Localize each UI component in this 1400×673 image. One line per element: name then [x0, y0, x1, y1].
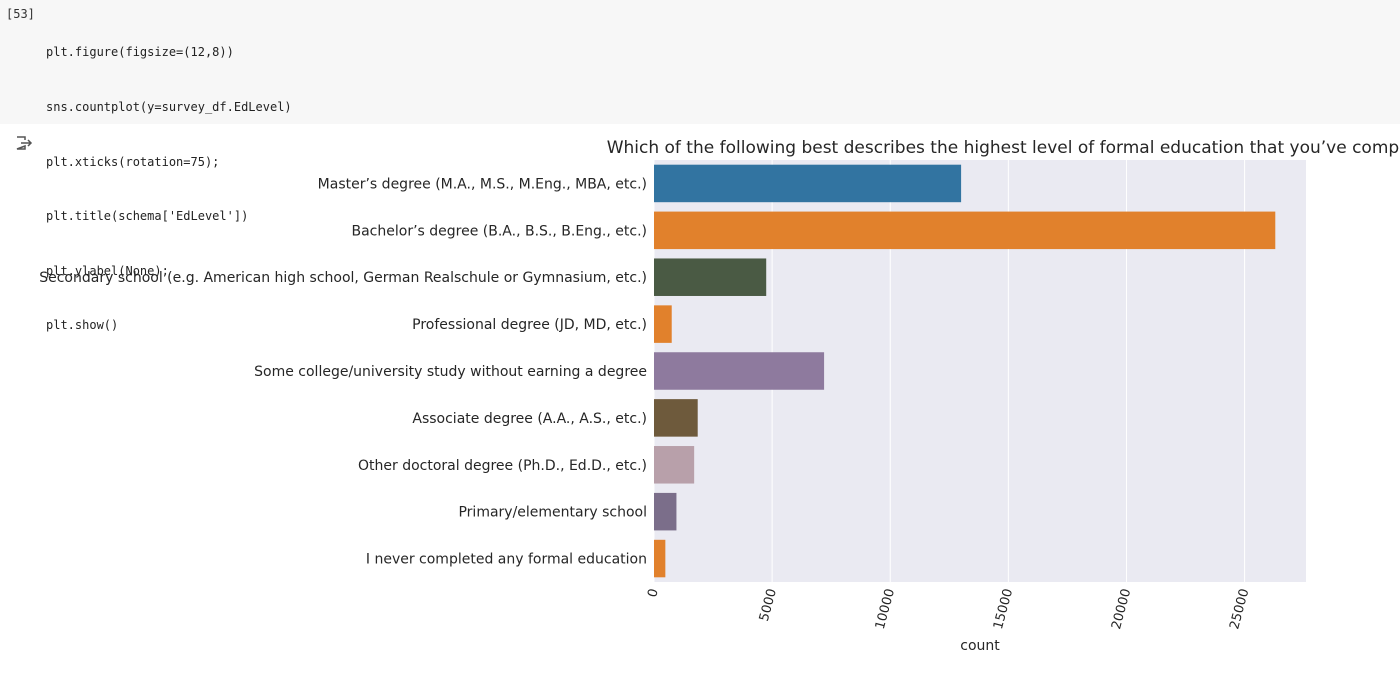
category-label: Some college/university study without ea…: [254, 364, 647, 380]
category-label: I never completed any formal education: [366, 552, 647, 568]
category-label: Other doctoral degree (Ph.D., Ed.D., etc…: [358, 458, 647, 474]
bar: [654, 399, 698, 437]
category-labels: Master’s degree (M.A., M.S., M.Eng., MBA…: [39, 176, 647, 567]
x-tick-label: 5000: [757, 587, 780, 623]
bar: [654, 446, 695, 484]
bar: [654, 352, 825, 390]
category-label: Professional degree (JD, MD, etc.): [412, 317, 647, 333]
chart-title: Which of the following best describes th…: [607, 138, 1400, 158]
code-line: plt.show(): [46, 318, 119, 333]
x-tick-label: 10000: [873, 587, 898, 631]
x-axis-label: count: [960, 638, 1000, 654]
bar: [654, 539, 666, 578]
bar: [654, 211, 1276, 250]
category-label: Bachelor’s degree (B.A., B.S., B.Eng., e…: [352, 223, 648, 239]
bar: [654, 492, 677, 531]
bars: [654, 164, 1276, 578]
x-tick-labels: 0 5000 10000 15000 20000 25000: [645, 587, 1252, 631]
output-action-icon[interactable]: [14, 134, 34, 154]
category-label: Associate degree (A.A., A.S., etc.): [412, 411, 647, 427]
code-editor[interactable]: plt.figure(figsize=(12,8)) sns.countplot…: [46, 7, 292, 371]
x-tick-label: 25000: [1227, 587, 1252, 631]
countplot-chart: Master’s degree (M.A., M.S., M.Eng., MBA…: [39, 138, 1400, 654]
x-tick-label: 20000: [1109, 587, 1134, 631]
code-cell[interactable]: [53] plt.figure(figsize=(12,8)) sns.coun…: [0, 0, 1400, 332]
category-label: Primary/elementary school: [458, 505, 647, 521]
code-line: plt.ylabel(None);: [46, 263, 169, 278]
code-line: plt.xticks(rotation=75);: [46, 154, 220, 169]
output-icon-glyph: [16, 136, 33, 150]
cell-prompt: [53]: [6, 7, 35, 21]
x-tick-label: 15000: [991, 587, 1016, 631]
chart-output: Master’s degree (M.A., M.S., M.Eng., MBA…: [0, 124, 1400, 669]
bar: [654, 164, 962, 203]
category-label: Master’s degree (M.A., M.S., M.Eng., MBA…: [318, 176, 647, 192]
bar: [654, 258, 767, 296]
category-label: Secondary school (e.g. American high sch…: [39, 270, 647, 286]
code-line: sns.countplot(y=survey_df.EdLevel): [46, 100, 292, 115]
bar: [654, 305, 672, 343]
code-line: plt.title(schema['EdLevel']): [46, 209, 249, 224]
code-line: plt.figure(figsize=(12,8)): [46, 45, 234, 60]
x-tick-label: 0: [645, 587, 662, 599]
